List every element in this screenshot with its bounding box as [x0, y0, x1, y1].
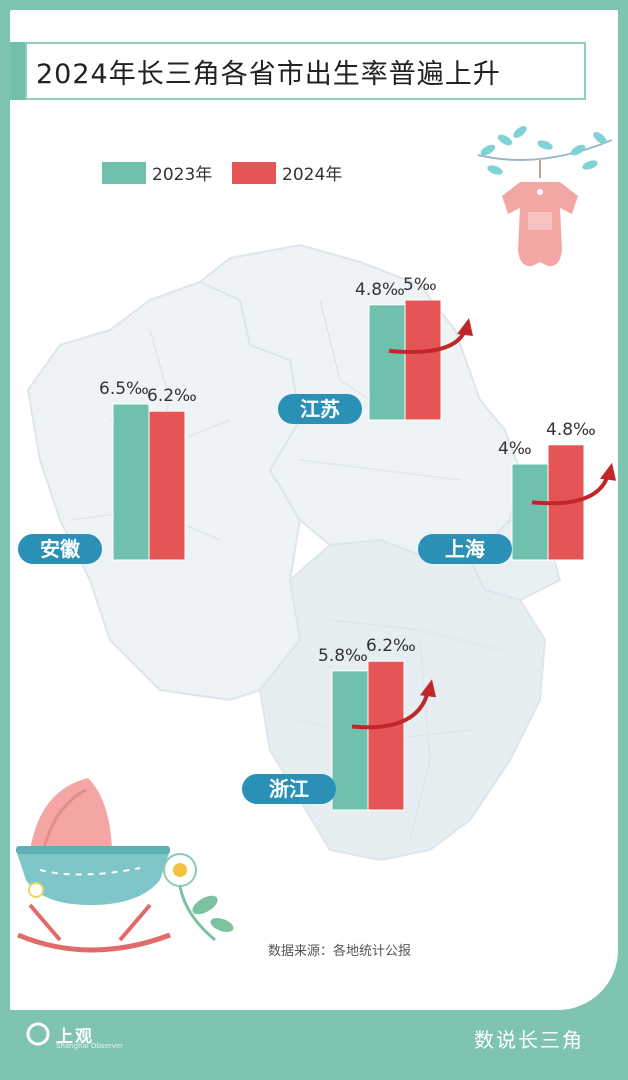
bar-2023 — [511, 463, 549, 561]
bar-2024 — [148, 410, 186, 561]
region-label: 安徽 — [40, 537, 81, 561]
legend-swatch-2024 — [232, 161, 276, 184]
value-label-2024: 4.8‰ — [546, 420, 596, 440]
bar-2023 — [368, 304, 406, 421]
page-title: 2024年长三角各省市出生率普遍上升 — [36, 59, 501, 90]
region-group: 4.8‰5‰ 江苏 — [278, 275, 473, 424]
region-group: 4‰ 4.8‰ 上海 — [418, 420, 616, 564]
value-label-2023: 6.5‰ — [99, 379, 149, 399]
trend-arrow-icon — [351, 690, 430, 730]
legend-2023: 2023年 — [102, 160, 212, 185]
brand-logo-icon — [26, 1022, 50, 1046]
legend-2024: 2024年 — [232, 160, 342, 185]
region-label-pill — [418, 534, 512, 564]
region-group: 6.5‰6.2‰ 安徽 — [18, 379, 197, 564]
title-accent — [10, 42, 26, 100]
data-source: 数据来源：各地统计公报 — [268, 944, 412, 959]
region-group: 5.8‰6.2‰ 浙江 — [242, 636, 436, 811]
region-label-pill — [18, 534, 102, 564]
brand-subtitle: Shanghai Observer — [56, 1042, 124, 1050]
trend-arrowhead-icon — [420, 679, 436, 698]
region-label: 浙江 — [269, 777, 309, 801]
cradle-decoration — [16, 778, 234, 953]
value-label-2023: 5.8‰ — [318, 646, 368, 666]
brand-logo: 上观 Shanghai Observer — [28, 1022, 123, 1050]
region-label-pill — [278, 394, 362, 424]
region-label: 上海 — [445, 537, 485, 561]
brand-name: 上观 — [56, 1027, 94, 1047]
value-label-2023: 4.8‰ — [355, 280, 405, 300]
trend-arrow-icon — [388, 329, 467, 354]
trend-arrowhead-icon — [457, 318, 473, 336]
legend-swatch-2023 — [102, 161, 146, 184]
title-frame — [25, 42, 586, 100]
value-label-2024: 6.2‰ — [147, 386, 197, 406]
region-label: 江苏 — [300, 397, 340, 421]
trend-arrowhead-icon — [600, 462, 616, 481]
legend-label-2024: 2024年 — [282, 165, 343, 185]
bar-2023 — [331, 670, 369, 811]
bar-2023 — [112, 403, 150, 561]
baby-clothes-decoration — [477, 126, 613, 267]
region-label-pill — [242, 774, 336, 804]
value-label-2023: 4‰ — [498, 439, 532, 459]
bar-2024 — [404, 299, 442, 421]
legend-label-2023: 2023年 — [152, 165, 213, 185]
value-label-2024: 5‰ — [403, 275, 437, 295]
series-name: 数说长三角 — [474, 1028, 584, 1052]
value-label-2024: 6.2‰ — [366, 636, 416, 656]
trend-arrow-icon — [531, 474, 610, 506]
bar-2024 — [367, 660, 405, 811]
